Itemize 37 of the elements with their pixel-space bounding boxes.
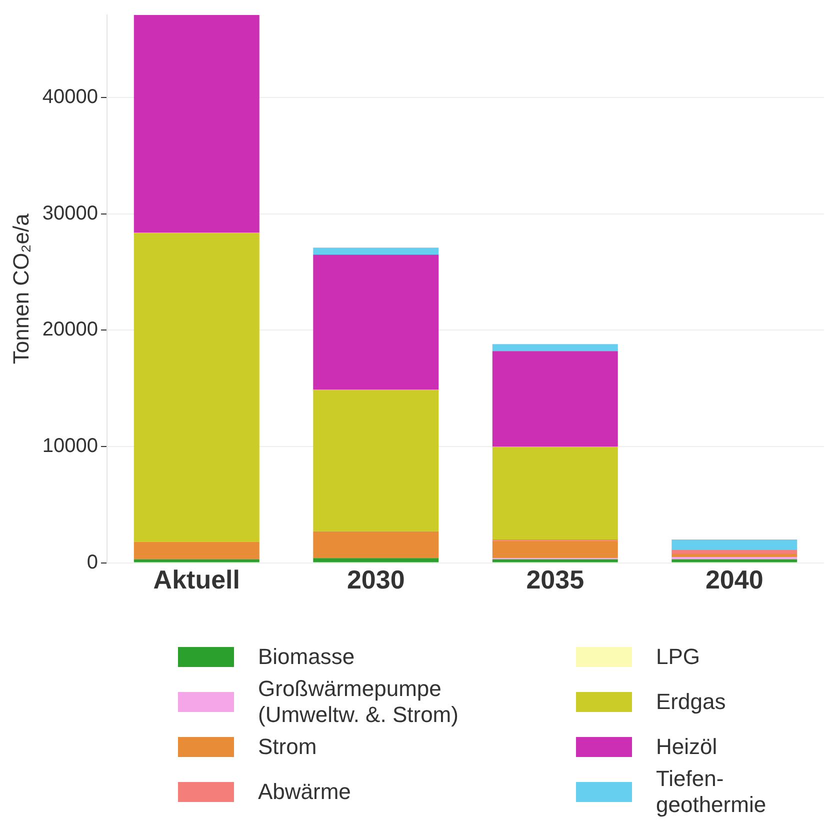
y-tick-label: 10000 [42,435,98,458]
x-tick-label: Aktuell [153,564,240,595]
legend-label: Großwärmepumpe (Umweltw. &. Strom) [258,676,460,728]
bar [492,446,618,540]
bar [134,542,260,560]
bar [134,232,260,542]
legend-label: Biomasse [258,644,355,670]
bar [134,15,260,232]
bar [672,540,798,550]
bar [672,556,798,560]
legend-label: Heizöl [656,734,718,760]
legend-label: Erdgas [656,689,726,715]
x-tick-label: 2035 [526,564,584,595]
bar [313,248,439,255]
y-tick-label: 0 [86,551,98,574]
bar [492,540,618,558]
bar [134,559,260,562]
bar [492,351,618,446]
legend-label: LPG [656,644,700,670]
y-tick-label: 40000 [42,86,98,108]
bar [313,558,439,562]
bar [313,254,439,390]
y-axis-title: Tonnen CO₂e/a [8,212,34,364]
y-tick-label: 30000 [42,202,98,224]
bar [672,550,798,554]
legend-label: Strom [258,734,317,760]
bar [492,559,618,562]
y-tick-label: 20000 [42,318,98,341]
legend-label: Tiefen-geothermie [656,766,768,818]
bar [672,553,798,557]
bar [313,531,439,558]
bar [492,344,618,352]
bar [313,390,439,532]
x-tick-label: 2030 [346,564,405,595]
x-tick-label: 2040 [705,564,764,595]
legend-label: Abwärme [258,779,351,805]
bar [672,559,798,562]
